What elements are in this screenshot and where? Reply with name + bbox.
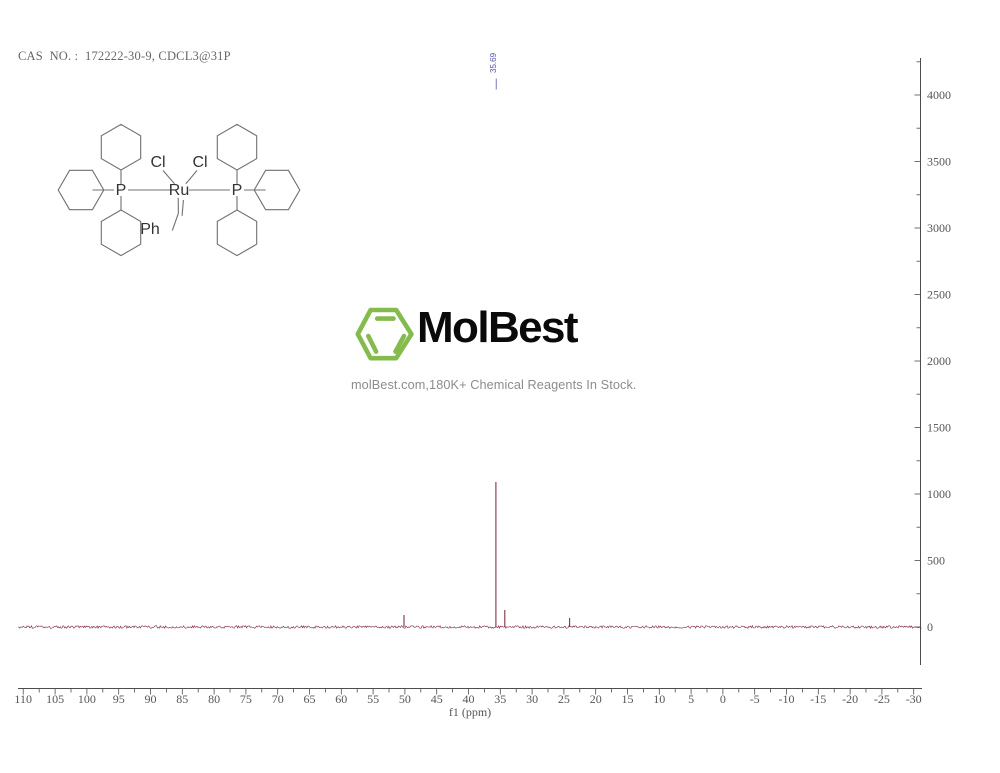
svg-text:1500: 1500 [927, 421, 951, 435]
svg-text:10: 10 [653, 692, 665, 706]
svg-text:30: 30 [526, 692, 538, 706]
svg-text:-30: -30 [906, 692, 922, 706]
svg-text:55: 55 [367, 692, 379, 706]
svg-text:35: 35 [494, 692, 506, 706]
svg-text:45: 45 [431, 692, 443, 706]
svg-text:4000: 4000 [927, 88, 951, 102]
svg-text:70: 70 [272, 692, 284, 706]
svg-text:90: 90 [145, 692, 157, 706]
svg-text:-15: -15 [810, 692, 826, 706]
svg-text:75: 75 [240, 692, 252, 706]
svg-text:25: 25 [558, 692, 570, 706]
svg-text:-5: -5 [750, 692, 760, 706]
svg-text:-10: -10 [779, 692, 795, 706]
svg-text:95: 95 [113, 692, 125, 706]
svg-text:3000: 3000 [927, 221, 951, 235]
svg-text:60: 60 [335, 692, 347, 706]
svg-text:-25: -25 [874, 692, 890, 706]
svg-text:40: 40 [463, 692, 475, 706]
svg-text:1000: 1000 [927, 487, 951, 501]
svg-text:110: 110 [14, 692, 32, 706]
svg-text:80: 80 [208, 692, 220, 706]
svg-text:2000: 2000 [927, 354, 951, 368]
svg-text:-20: -20 [842, 692, 858, 706]
svg-text:20: 20 [590, 692, 602, 706]
svg-text:65: 65 [304, 692, 316, 706]
svg-text:15: 15 [622, 692, 634, 706]
svg-text:2500: 2500 [927, 288, 951, 302]
svg-text:50: 50 [399, 692, 411, 706]
svg-text:105: 105 [46, 692, 64, 706]
svg-text:f1 (ppm): f1 (ppm) [449, 705, 491, 719]
svg-text:85: 85 [176, 692, 188, 706]
svg-text:0: 0 [720, 692, 726, 706]
svg-text:500: 500 [927, 554, 945, 568]
svg-text:100: 100 [78, 692, 96, 706]
svg-text:0: 0 [927, 620, 933, 634]
svg-text:35.69: 35.69 [489, 52, 498, 73]
svg-text:3500: 3500 [927, 155, 951, 169]
svg-text:5: 5 [688, 692, 694, 706]
